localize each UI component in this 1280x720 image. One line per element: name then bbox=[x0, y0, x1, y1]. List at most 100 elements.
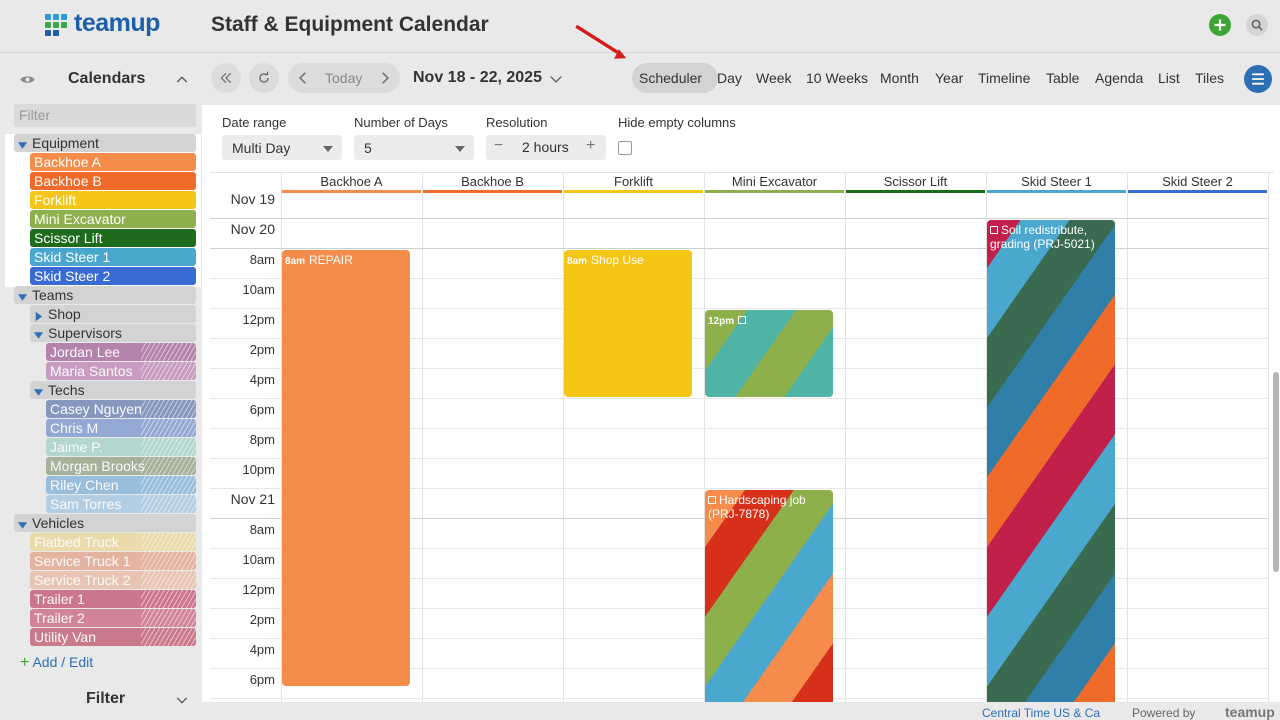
calendar-item[interactable]: Forklift bbox=[30, 191, 196, 209]
collapse-filter[interactable] bbox=[174, 692, 190, 708]
calendar-item[interactable]: Maria Santos bbox=[46, 362, 196, 380]
event[interactable]: 8am REPAIR bbox=[282, 250, 410, 686]
row-line bbox=[210, 278, 1268, 279]
view-button[interactable]: Tiles bbox=[1195, 70, 1225, 86]
calendar-item[interactable]: Trailer 1 bbox=[30, 590, 196, 608]
hatch bbox=[141, 476, 196, 494]
collapse-calendars[interactable] bbox=[174, 72, 190, 88]
calendar-item[interactable]: Jordan Lee bbox=[46, 343, 196, 361]
group-toggle[interactable] bbox=[33, 328, 44, 339]
calendar-item[interactable]: Skid Steer 2 bbox=[30, 267, 196, 285]
timezone-link[interactable]: Central Time US & Ca bbox=[982, 706, 1101, 720]
select[interactable]: Multi Day bbox=[222, 135, 342, 160]
group-toggle[interactable] bbox=[17, 138, 28, 149]
event[interactable]: 12pm bbox=[705, 310, 833, 397]
date-dropdown[interactable] bbox=[549, 72, 563, 86]
calendar-item[interactable]: Chris M bbox=[46, 419, 196, 437]
group-label: Shop bbox=[48, 306, 81, 322]
group-toggle[interactable] bbox=[33, 309, 44, 322]
column-line bbox=[563, 173, 564, 702]
calendar-item[interactable]: Trailer 2 bbox=[30, 609, 196, 627]
increment[interactable]: + bbox=[586, 137, 596, 154]
column-color bbox=[282, 190, 421, 193]
view-button[interactable]: Scheduler bbox=[639, 70, 703, 86]
search-button[interactable] bbox=[1246, 14, 1268, 36]
date-range[interactable]: Nov 18 - 22, 2025 bbox=[413, 69, 542, 86]
today-button[interactable]: Today bbox=[325, 70, 363, 86]
calendar-item[interactable]: Backhoe B bbox=[30, 172, 196, 190]
calendar-group[interactable] bbox=[30, 305, 196, 323]
view-button[interactable]: Month bbox=[880, 70, 919, 86]
collapse-calendars-glyph bbox=[176, 76, 188, 83]
visibility-toggle[interactable] bbox=[19, 71, 36, 88]
calendar-item[interactable]: Jaime P. bbox=[46, 438, 196, 456]
add-event-button[interactable] bbox=[1209, 14, 1231, 36]
filter-input[interactable]: Filter bbox=[14, 104, 196, 127]
menu-button[interactable] bbox=[1244, 65, 1272, 93]
next-button[interactable] bbox=[378, 71, 392, 85]
calendar-group[interactable] bbox=[30, 324, 196, 342]
item-label: Trailer 1 bbox=[34, 591, 85, 607]
decrement[interactable]: − bbox=[494, 137, 504, 154]
calendar-item[interactable]: Riley Chen bbox=[46, 476, 196, 494]
group-toggle[interactable] bbox=[17, 518, 28, 529]
calendar-group[interactable] bbox=[14, 286, 196, 304]
back-button-glyph bbox=[220, 72, 232, 84]
hide-empty-checkbox[interactable] bbox=[618, 141, 632, 155]
calendar-group[interactable] bbox=[14, 134, 196, 152]
refresh-button[interactable] bbox=[249, 63, 279, 93]
group-toggle[interactable] bbox=[33, 385, 44, 396]
event-title: Hardscaping job (PRJ-7878) bbox=[708, 493, 806, 521]
time-label: 10am bbox=[242, 282, 275, 297]
add-edit-label[interactable]: Add / Edit bbox=[32, 654, 94, 670]
calendar-item[interactable]: Mini Excavator bbox=[30, 210, 196, 228]
group-label: Techs bbox=[48, 382, 85, 398]
back-button[interactable] bbox=[211, 63, 241, 93]
calendar-item[interactable]: Skid Steer 1 bbox=[30, 248, 196, 266]
add-edit-link[interactable]: + Add / Edit bbox=[20, 654, 93, 672]
calendar-item[interactable]: Service Truck 1 bbox=[30, 552, 196, 570]
calendar-item[interactable]: Service Truck 2 bbox=[30, 571, 196, 589]
view-button[interactable]: Timeline bbox=[978, 70, 1031, 86]
event[interactable]: Soil redistribute, grading (PRJ-5021) bbox=[987, 220, 1115, 702]
logo-dot bbox=[45, 14, 51, 20]
view-button[interactable]: Year bbox=[935, 70, 964, 86]
column-color bbox=[423, 190, 562, 193]
plus: + bbox=[20, 654, 30, 671]
column-header: Forklift bbox=[614, 174, 653, 189]
select[interactable]: 5 bbox=[354, 135, 474, 160]
time-label: 10am bbox=[242, 552, 275, 567]
prev-button[interactable] bbox=[296, 71, 310, 85]
logo-dot bbox=[61, 22, 67, 28]
calendar-item[interactable]: Casey Nguyen bbox=[46, 400, 196, 418]
view-button[interactable]: List bbox=[1158, 70, 1180, 86]
calendar-item[interactable]: Morgan Brooks bbox=[46, 457, 196, 475]
calendar-group[interactable] bbox=[14, 514, 196, 532]
calendar-item[interactable]: Utility Van bbox=[30, 628, 196, 646]
view-button[interactable]: Table bbox=[1046, 70, 1080, 86]
select-caret-glyph bbox=[323, 146, 333, 152]
time-label: 6pm bbox=[249, 672, 275, 687]
resolution-stepper: − 2 hours + bbox=[486, 135, 606, 160]
view-button[interactable]: Agenda bbox=[1095, 70, 1144, 86]
view-button[interactable]: Week bbox=[756, 70, 792, 86]
time-label: 4pm bbox=[249, 642, 275, 657]
event[interactable]: 8am Shop Use bbox=[564, 250, 692, 397]
view-button[interactable]: 10 Weeks bbox=[806, 70, 868, 86]
view-button[interactable]: Day bbox=[717, 70, 742, 86]
group-toggle[interactable] bbox=[17, 290, 28, 301]
item-label: Casey Nguyen bbox=[50, 401, 142, 417]
row-line bbox=[210, 308, 1268, 309]
column-header: Backhoe A bbox=[320, 174, 383, 189]
calendar-item[interactable]: Scissor Lift bbox=[30, 229, 196, 247]
calendar-group[interactable] bbox=[30, 381, 196, 399]
column-header: Scissor Lift bbox=[883, 174, 948, 189]
hatch bbox=[141, 533, 196, 551]
calendar-item[interactable]: Flatbed Truck bbox=[30, 533, 196, 551]
row-line bbox=[210, 248, 1268, 249]
column-line bbox=[704, 173, 705, 702]
event[interactable]: Hardscaping job (PRJ-7878) bbox=[705, 490, 833, 702]
calendar-item[interactable]: Backhoe A bbox=[30, 153, 196, 171]
calendar-item[interactable]: Sam Torres bbox=[46, 495, 196, 513]
